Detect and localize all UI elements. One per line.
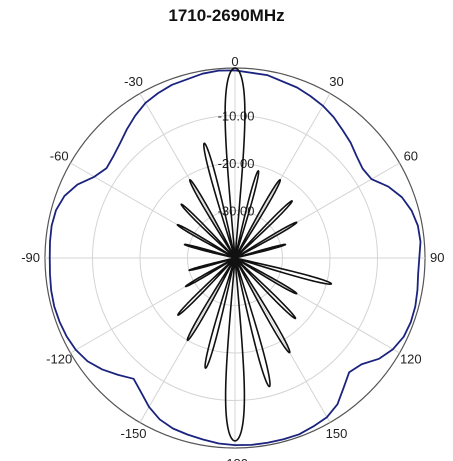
series-layer: [48, 67, 422, 447]
angle-label: -180: [222, 456, 248, 461]
grid-spoke-120: [234, 257, 400, 354]
angle-label: 60: [404, 149, 418, 164]
angle-label: 90: [430, 250, 444, 265]
angle-label: 150: [326, 426, 348, 441]
grid-spoke-330: [139, 93, 236, 259]
angle-label: 120: [400, 352, 422, 367]
angle-label: -60: [50, 149, 69, 164]
radial-label: -10.00: [218, 109, 255, 124]
angle-label: -30: [124, 74, 143, 89]
grid-spoke-30: [234, 93, 331, 259]
angle-labels: 0 30 60 90 120 150 -180 -150 -120 -90 -60 -30: [21, 54, 444, 461]
chart-title: 1710-2690MHz: [168, 6, 285, 25]
angle-label: -90: [21, 250, 40, 265]
grid-spoke-150: [234, 257, 331, 423]
series-vertical-plane-line: [176, 67, 333, 442]
angle-label: -120: [46, 352, 72, 367]
series-horizontal-plane-line: [48, 69, 422, 447]
grid-spoke-300: [70, 162, 236, 259]
angle-label: -150: [120, 426, 146, 441]
radial-label: -20.00: [218, 156, 255, 171]
angle-label: 30: [329, 74, 343, 89]
angle-label: 0: [231, 54, 238, 69]
grid-spoke-240: [70, 257, 236, 354]
polar-grid: [44, 67, 426, 449]
